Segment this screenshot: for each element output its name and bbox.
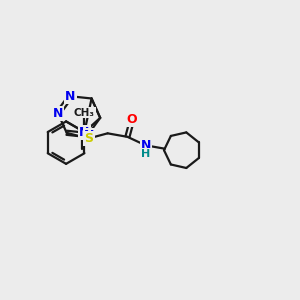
Text: CH₃: CH₃ [74, 107, 95, 118]
Text: O: O [127, 113, 137, 126]
Text: N: N [53, 107, 63, 120]
Text: N: N [140, 139, 151, 152]
Text: N: N [84, 128, 94, 142]
Text: N: N [65, 90, 76, 103]
Text: H: H [141, 148, 151, 159]
Text: N: N [79, 125, 90, 139]
Text: S: S [84, 132, 93, 145]
